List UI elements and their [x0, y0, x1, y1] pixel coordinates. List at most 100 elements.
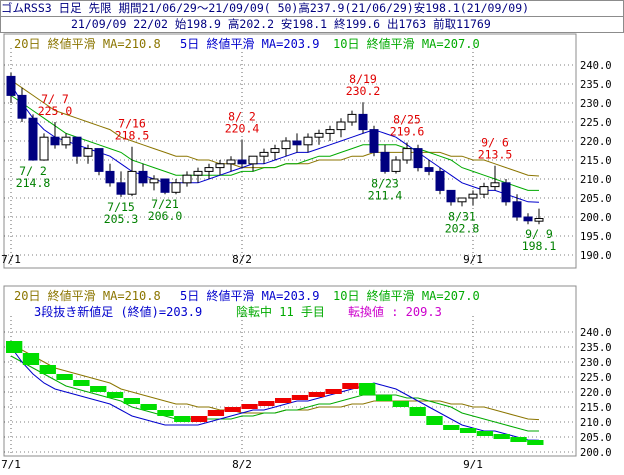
y-tick-label: 235.0 [580, 79, 612, 91]
y-tick-label: 225.0 [580, 372, 612, 384]
y-tick-label: 215.0 [580, 402, 612, 414]
candle-body [171, 182, 181, 193]
candle-body [237, 159, 247, 165]
sanbon-brick-down [174, 416, 191, 422]
y-tick-label: 225.0 [580, 117, 612, 129]
candle-body [204, 167, 214, 172]
annotation-date: 8/ 2 [228, 109, 256, 123]
sanbon-brick-down [359, 383, 376, 395]
candle-body [6, 75, 16, 96]
annotation-value: 213.5 [478, 148, 513, 162]
candle-body [413, 148, 423, 169]
sanbon-brick-down [476, 431, 494, 436]
candle-body [512, 201, 522, 218]
sanbon-brick-down [90, 386, 107, 392]
sanbon-brick-down [140, 404, 157, 410]
candle-body [523, 216, 533, 222]
y-tick-label: 230.0 [580, 98, 612, 110]
candle-body [105, 170, 115, 184]
legend-ma20: 20日 終値平滑 MA=210.8 [14, 36, 161, 51]
sanbon-brick-up [207, 410, 225, 416]
sanbon-chart: 200.0 205.0 210.0 215.0 220.0 225.0 230.0 235.0… [1, 316, 612, 471]
sanbon-brick-up [342, 383, 359, 389]
sanbon-panel-frame [3, 285, 577, 457]
sanbon-brick-down [39, 365, 56, 374]
candle-body [39, 136, 49, 161]
candle-body [248, 155, 258, 165]
sanbon-info-status: 陰転中 11 手目 [236, 304, 325, 319]
sanbon-brick-down [409, 407, 426, 416]
candle-body [259, 151, 269, 157]
candle-body [391, 159, 401, 172]
sanbon-brick-up [275, 398, 292, 403]
x-tick-label: 9/1 [463, 253, 483, 266]
legend-ma5-lower: 5日 終値平滑 MA=203.9 [180, 288, 319, 303]
annotation-date: 8/23 [371, 177, 399, 191]
y-tick-label: 205.0 [580, 432, 612, 444]
candle-body [358, 113, 368, 131]
y-tick-label: 210.0 [580, 417, 612, 429]
annotation-date: 7/16 [118, 117, 146, 131]
candle-body [534, 218, 544, 222]
y-tick-label: 240.0 [580, 327, 612, 339]
annotation-value: 220.4 [225, 121, 260, 135]
sanbon-brick-up [224, 407, 241, 412]
ma10-line-lower [10, 355, 539, 432]
candle-body [303, 136, 313, 146]
sanbon-brick-up [241, 404, 258, 409]
sanbon-brick-down [56, 374, 73, 380]
sanbon-brick-down [527, 440, 544, 445]
sanbon-brick-down [459, 428, 477, 433]
candle-body [292, 140, 302, 146]
candle-body [336, 121, 346, 131]
candle-body [380, 151, 390, 172]
legend-ma10: 10日 終値平滑 MA=207.0 [333, 36, 480, 51]
annotation-value: 211.4 [368, 189, 403, 203]
y-tick-label: 200.0 [580, 447, 612, 459]
y-tick-label: 200.0 [580, 212, 612, 224]
sanbon-info-reversal: 転換値 : 209.3 [348, 304, 442, 319]
sanbon-brick-up [258, 401, 275, 406]
annotation-value: 219.6 [390, 125, 425, 139]
annotation-value: 206.0 [148, 209, 183, 223]
annotation-date: 7/21 [151, 197, 179, 211]
candle-body [479, 186, 489, 195]
candle-body [490, 182, 500, 188]
sanbon-brick-down [6, 341, 23, 353]
annotation-date: 8/25 [393, 113, 421, 127]
candle-body [369, 129, 379, 153]
candle-body [314, 132, 324, 138]
sanbon-brick-down [392, 401, 409, 407]
sanbon-brick-down [375, 395, 393, 401]
annotation-value: 214.8 [16, 176, 51, 190]
y-tick-label: 235.0 [580, 342, 612, 354]
candle-body [127, 170, 137, 195]
y-tick-label: 190.0 [580, 250, 612, 262]
annotation-value: 202.8 [445, 221, 480, 235]
sanbon-brick-up [190, 416, 208, 422]
annotation-date: 7/15 [107, 200, 135, 214]
y-tick-label: 230.0 [580, 357, 612, 369]
x-tick-label: 7/1 [1, 253, 21, 266]
sanbon-brick-down [157, 410, 174, 416]
sanbon-brick-down [493, 434, 510, 439]
candle-body [402, 148, 412, 161]
y-tick-label: 220.0 [580, 387, 612, 399]
header-line-1: ゴムRSS3 日足 先限 期間21/06/29～21/09/09( 50)高23… [0, 0, 624, 17]
x-tick-label: 7/1 [1, 458, 21, 471]
annotation-value: 230.2 [346, 84, 381, 98]
sanbon-brick-down [73, 380, 90, 386]
sanbon-info-prefix: 3段抜き新値足 (終値)=203.9 [34, 304, 202, 319]
candle-body [435, 170, 445, 191]
legend-ma20-lower: 20日 終値平滑 MA=210.8 [14, 288, 161, 303]
candle-body [446, 189, 456, 203]
annotation-date: 7/ 2 [19, 164, 47, 178]
annotation-date: 8/19 [349, 72, 377, 86]
y-tick-label: 240.0 [580, 60, 612, 72]
candle-body [226, 159, 236, 165]
candle-body [138, 170, 148, 184]
candle-body [61, 136, 71, 146]
y-tick-label: 210.0 [580, 174, 612, 186]
